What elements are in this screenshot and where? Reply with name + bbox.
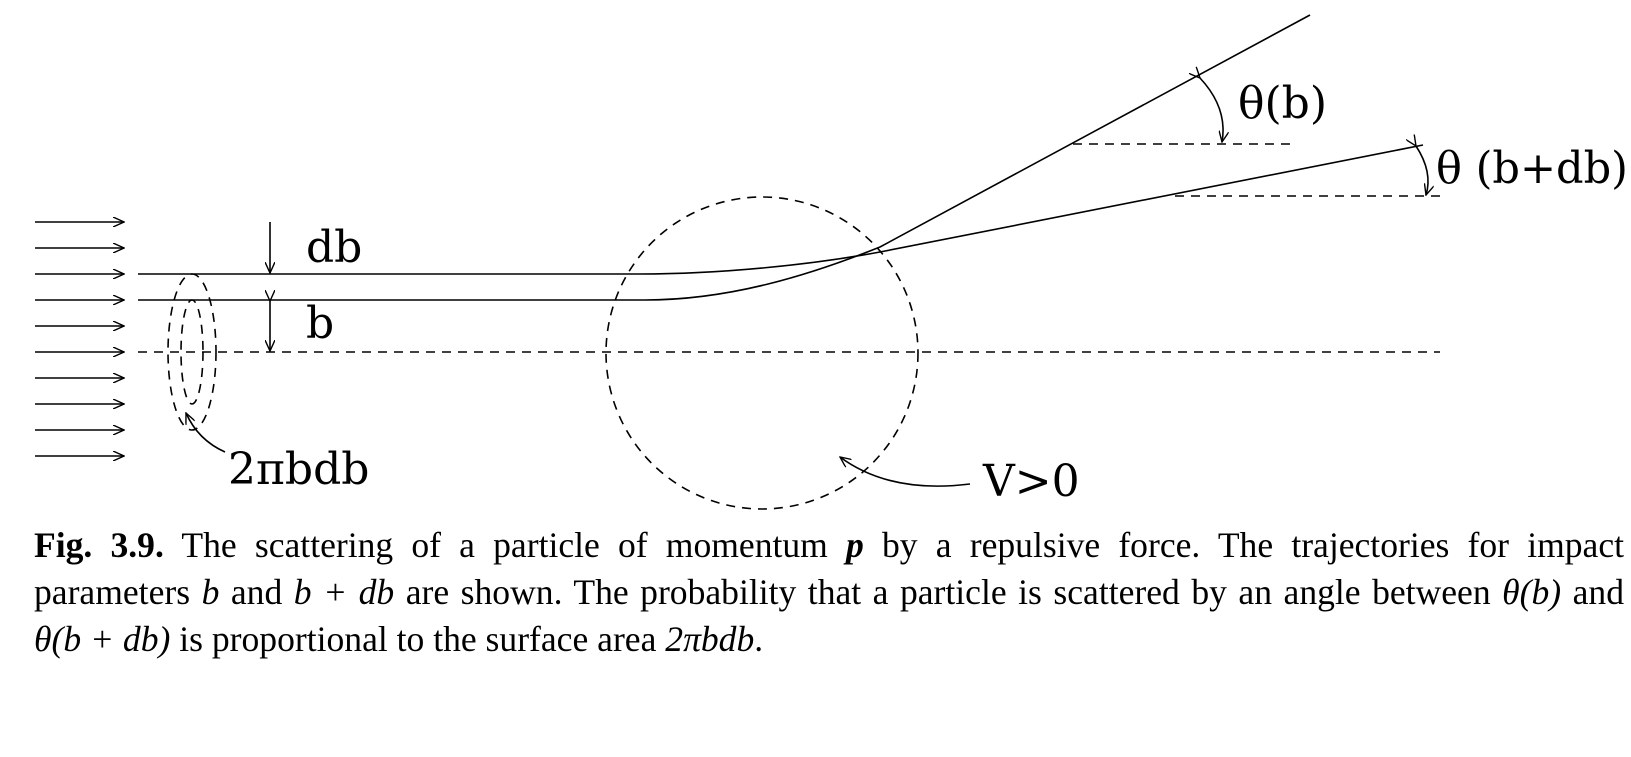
math-b: b [201, 572, 220, 612]
trajectory-b-plus-db [138, 144, 1424, 275]
math-b-plus-db: b + db [293, 572, 395, 612]
trajectory-b [138, 14, 1311, 301]
incident-beam-arrows [35, 222, 124, 456]
figure-number: Fig. 3.9. [34, 525, 164, 565]
momentum-symbol: p [846, 525, 864, 565]
theta-b-arc [1200, 78, 1223, 142]
theta-b-db-arc [1416, 146, 1428, 195]
caption-text: and [219, 572, 294, 612]
potential-label: V>0 [982, 456, 1080, 507]
potential-pointer [840, 457, 971, 487]
math-theta-b-plus-db: θ(b + db) [34, 619, 171, 659]
caption-text: by a repulsive force. The trajectories f… [34, 525, 1625, 612]
math-area: 2πbdb [665, 619, 755, 659]
caption-text: is proportional to the surface area [170, 619, 666, 659]
caption-text: The scattering of a particle of momentum [163, 525, 847, 565]
figure-caption: Fig. 3.9. The scattering of a particle o… [34, 522, 1624, 663]
b-label: b [306, 298, 334, 349]
caption-text: . [754, 619, 764, 659]
math-theta-b: θ(b) [1502, 572, 1562, 612]
caption-text: are shown. The probability that a partic… [394, 572, 1503, 612]
ring-pointer [186, 413, 226, 453]
ring-area-label: 2πbdb [228, 444, 369, 495]
caption-text: and [1561, 572, 1624, 612]
scattering-diagram: db b 2πbdb V>0 θ(b) θ (b+db) [35, 14, 1628, 510]
potential-region [605, 196, 919, 510]
theta-b-db-label: θ (b+db) [1436, 143, 1628, 194]
theta-b-label: θ(b) [1238, 78, 1327, 129]
db-label: db [306, 222, 362, 273]
